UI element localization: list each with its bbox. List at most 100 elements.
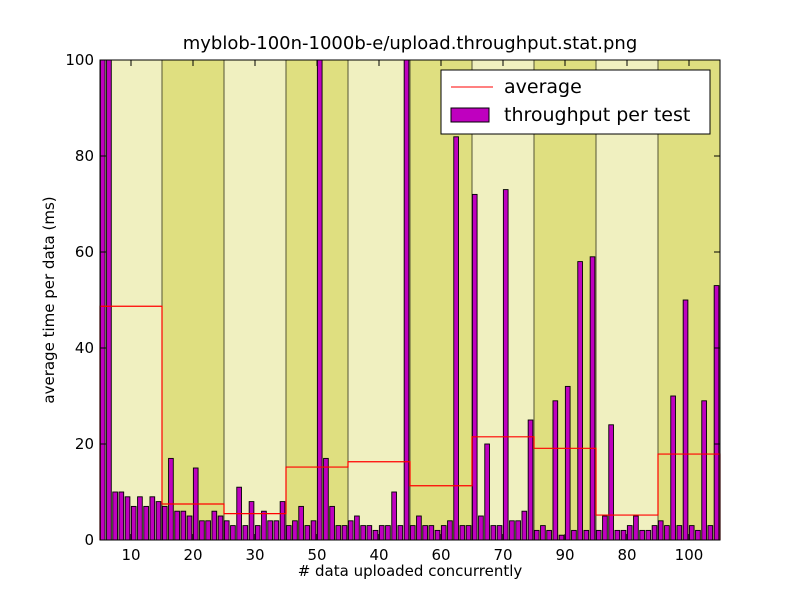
- bar-71: [540, 525, 546, 541]
- bar-53: [428, 525, 435, 541]
- bar-39: [341, 525, 348, 541]
- bar-18: [211, 510, 218, 541]
- bar-97: [701, 400, 707, 541]
- bar-52: [422, 525, 428, 541]
- bar-9: [155, 501, 162, 541]
- bar-72: [546, 529, 552, 541]
- bar-40: [347, 520, 354, 541]
- bar-21: [230, 525, 236, 541]
- bar-44: [372, 529, 379, 541]
- x-tick-label-7: 90: [555, 546, 574, 564]
- bar-66: [509, 520, 515, 541]
- bar-96: [695, 529, 701, 541]
- bar-11: [168, 457, 174, 541]
- bar-92: [670, 395, 676, 541]
- bar-34: [310, 520, 317, 541]
- bar-16: [199, 520, 205, 541]
- bar-57: [453, 136, 459, 541]
- bar-94: [682, 299, 689, 541]
- bar-23: [242, 525, 249, 541]
- bar-61: [478, 515, 484, 541]
- bar-75: [564, 385, 571, 541]
- bar-1: [106, 59, 112, 541]
- bar-7: [143, 505, 149, 541]
- bar-99: [713, 285, 720, 541]
- bar-84: [620, 529, 627, 541]
- y-tick-label-5: 100: [65, 51, 94, 69]
- bar-67: [515, 520, 521, 541]
- bar-26: [261, 510, 267, 541]
- bar-50: [409, 525, 416, 541]
- bar-6: [137, 496, 143, 541]
- x-tick-label-5: 60: [431, 546, 450, 564]
- bar-49: [403, 59, 410, 541]
- bar-45: [378, 525, 385, 541]
- y-axis: 0 20 40 60 80 100: [65, 51, 720, 549]
- bar-79: [589, 256, 596, 541]
- bar-51: [416, 515, 422, 541]
- bar-78: [583, 529, 590, 541]
- bar-29: [279, 501, 286, 541]
- bar-83: [614, 529, 621, 541]
- bar-91: [664, 525, 670, 541]
- x-tick-label-8: 80: [617, 546, 636, 564]
- y-tick-label-3: 60: [75, 243, 94, 261]
- bar-42: [360, 525, 366, 541]
- bar-17: [205, 520, 211, 541]
- bar-90: [657, 520, 664, 541]
- bar-68: [521, 510, 528, 541]
- bar-13: [180, 510, 187, 541]
- bar-28: [273, 520, 280, 541]
- bar-74: [558, 534, 565, 541]
- legend: average throughput per test: [440, 69, 711, 135]
- legend-average-label: average: [504, 76, 582, 98]
- bar-41: [354, 515, 360, 541]
- y-tick-label-0: 0: [84, 531, 94, 549]
- bar-80: [595, 529, 602, 541]
- bar-48: [397, 525, 404, 541]
- x-tick-label-0: 10: [121, 546, 140, 564]
- bar-64: [496, 525, 503, 541]
- y-axis-label: average time per data (ms): [40, 196, 58, 403]
- chart-title: myblob-100n-1000b-e/upload.throughput.st…: [183, 33, 638, 54]
- bar-43: [366, 525, 373, 541]
- bar-3: [118, 491, 125, 541]
- bar-46: [385, 525, 391, 541]
- x-tick-label-3: 50: [307, 546, 326, 564]
- bar-77: [577, 261, 583, 541]
- bar-62: [484, 443, 490, 541]
- legend-box: [440, 69, 711, 135]
- bar-93: [676, 525, 683, 541]
- bar-54: [434, 529, 441, 541]
- bar-25: [254, 525, 261, 541]
- x-tick-label-9: 100: [675, 546, 704, 564]
- bar-5: [130, 505, 137, 541]
- bar-14: [186, 515, 193, 541]
- y-tick-label-4: 80: [75, 147, 94, 165]
- bar-87: [639, 529, 645, 541]
- bar-30: [285, 525, 292, 541]
- bar-60: [471, 193, 478, 541]
- bar-37: [329, 505, 335, 541]
- bar-12: [174, 510, 180, 541]
- y-tick-label-1: 20: [75, 435, 94, 453]
- bar-82: [608, 424, 614, 541]
- x-axis-label: # data uploaded concurrently: [298, 562, 523, 580]
- x-axis: 10 20 30 50 40 60 70 90 80 100: [121, 60, 703, 564]
- average-line: [99, 305, 721, 540]
- bar-85: [626, 525, 633, 541]
- bar-4: [124, 496, 131, 541]
- bar-86: [633, 515, 639, 541]
- band-2: [223, 59, 287, 541]
- bar-32: [298, 505, 304, 541]
- bar-33: [304, 525, 311, 541]
- legend-throughput-label: throughput per test: [504, 104, 690, 126]
- bar-47: [391, 491, 397, 541]
- band-4: [347, 59, 411, 541]
- bar-20: [223, 520, 230, 541]
- bar-56: [447, 520, 453, 541]
- band-9: [657, 59, 721, 541]
- bar-89: [651, 525, 658, 541]
- x-tick-label-2: 30: [245, 546, 264, 564]
